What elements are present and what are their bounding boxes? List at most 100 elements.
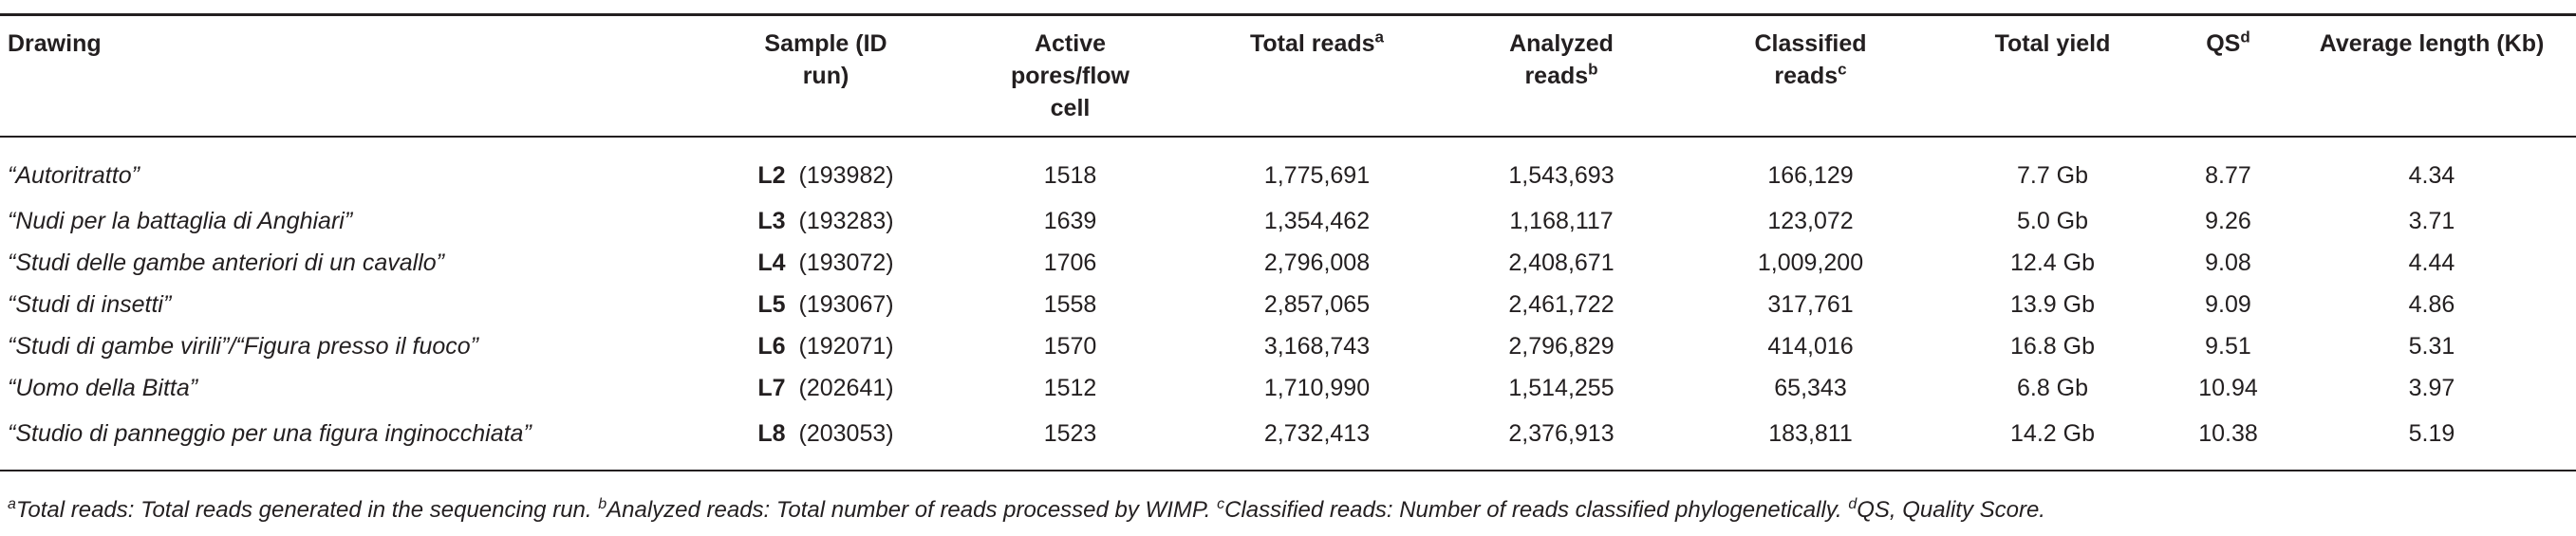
cell-analyzed-reads: 2,376,913 [1438,409,1685,471]
run-id: (193067) [798,291,894,318]
column-header-label: Drawing [8,30,102,57]
run-id: (193982) [798,162,894,189]
footnote-marker: a [8,496,16,512]
sample-id: L5 [757,291,786,318]
table-header: Drawing Sample (ID run) Active pores/flow … [0,14,2576,138]
cell-sample: L7 (202641) [707,367,944,409]
cell-average-length: 3.97 [2408,375,2455,401]
cell-average-length: 5.19 [2287,409,2576,471]
cell-total-yield: 16.8 Gb [2010,333,2095,360]
cell-total-reads: 2,732,413 [1196,409,1438,471]
column-header-sample: Sample (ID run) [707,14,944,138]
sample-id: L8 [757,420,786,447]
cell-qs: 8.77 [2205,162,2251,189]
cell-sample: L6 (192071) [707,325,944,367]
cell-classified-reads: 414,016 [1767,333,1854,360]
column-header-label: Total reads [1250,30,1375,57]
cell-classified-reads: 1,009,200 [1757,250,1864,276]
cell-drawing: “Studio di panneggio per una figura ingi… [0,409,707,471]
cell-total-yield: 6.8 Gb [2016,375,2089,401]
footnote-marker: b [1588,60,1598,79]
column-header-label: Total yield [1994,30,2111,57]
cell-drawing: “Uomo della Bitta” [8,375,198,401]
cell-active-pores: 1706 [1043,250,1097,276]
cell-classified-reads: 166,129 [1767,162,1854,189]
column-header-label: Analyzed reads [1509,30,1614,89]
footnote-text: Classified reads: Number of reads classi… [1224,497,1849,523]
column-header-analyzed-reads: Analyzed readsb [1438,14,1685,138]
cell-total-yield: 13.9 Gb [2010,291,2095,318]
column-header-total-yield: Total yield [1936,14,2169,138]
footnote-marker: d [1848,496,1857,512]
cell-sample: L8 (203053) [707,409,944,471]
cell-drawing: “Studi di gambe virili”/“Figura presso i… [8,333,479,360]
spacer [786,291,799,318]
cell-average-length: 4.86 [2408,291,2455,318]
cell-total-reads: 2,796,008 [1263,250,1371,276]
cell-total-yield: 12.4 Gb [2010,250,2095,276]
cell-drawing: “Nudi per la battaglia di Anghiari” [8,208,353,234]
table-row: “Autoritratto” L2 (193982) 1518 1,775,691 1,… [0,137,2576,200]
spacer [786,162,799,189]
footnote-marker: d [2240,28,2250,46]
cell-active-pores: 1558 [1043,291,1097,318]
column-header-classified-reads: Classified readsc [1685,14,1936,138]
cell-qs: 9.08 [2205,250,2251,276]
cell-average-length: 3.71 [2408,208,2455,234]
cell-active-pores: 1512 [1043,375,1097,401]
cell-sample: L4 (193072) [707,242,944,284]
footnote-text: QS, Quality Score. [1857,497,2045,523]
footnote-marker: b [598,496,607,512]
cell-active-pores: 1523 [944,409,1196,471]
cell-sample: L5 (193067) [707,284,944,325]
run-id: (203053) [798,420,894,447]
spacer [786,420,799,447]
cell-total-yield: 14.2 Gb [1936,409,2169,471]
column-header-label: Average length (Kb) [2319,30,2545,57]
cell-average-length: 4.34 [2408,162,2455,189]
column-header-total-reads: Total readsa [1196,14,1438,138]
cell-qs: 9.09 [2205,291,2251,318]
table-row: “Studi delle gambe anteriori di un caval… [0,242,2576,284]
footnote-marker: c [1838,60,1847,79]
cell-qs: 9.51 [2205,333,2251,360]
cell-qs: 9.26 [2205,208,2251,234]
column-header-active-pores: Active pores/flow cell [944,14,1196,138]
table-footnote: aTotal reads: Total reads generated in t… [8,496,2570,525]
column-header-qs: QSd [2169,14,2287,138]
table-row: “Nudi per la battaglia di Anghiari” L3 (1… [0,200,2576,242]
sample-id: L7 [757,375,786,401]
cell-sample: L3 (193283) [707,200,944,242]
footnote-text: Total reads: Total reads generated in th… [15,497,599,523]
cell-analyzed-reads: 1,543,693 [1508,162,1615,189]
sample-id: L2 [757,162,786,189]
column-header-label: QS [2206,30,2241,57]
cell-analyzed-reads: 2,408,671 [1508,250,1615,276]
cell-drawing: “Studi delle gambe anteriori di un caval… [8,250,444,276]
footnote-marker: a [1374,28,1384,46]
cell-classified-reads: 317,761 [1767,291,1854,318]
spacer [786,208,799,234]
cell-total-reads: 1,354,462 [1263,208,1371,234]
header-row: Drawing Sample (ID run) Active pores/flow … [0,14,2576,138]
table-row: “Studio di panneggio per una figura ingi… [0,409,2576,471]
footnote-marker: c [1217,496,1225,512]
spacer [786,333,799,360]
cell-sample: L2 (193982) [707,137,944,200]
cell-qs: 10.94 [2198,375,2258,401]
run-id: (193283) [798,208,894,234]
cell-total-reads: 3,168,743 [1263,333,1371,360]
cell-drawing: “Autoritratto” [8,162,140,189]
table-body: “Autoritratto” L2 (193982) 1518 1,775,691 1,… [0,137,2576,471]
cell-analyzed-reads: 2,796,829 [1508,333,1615,360]
cell-active-pores: 1570 [1043,333,1097,360]
column-header-average-length: Average length (Kb) [2287,14,2576,138]
sequencing-results-table: Drawing Sample (ID run) Active pores/flow … [0,13,2576,471]
spacer [786,250,799,276]
cell-total-yield: 7.7 Gb [2016,162,2089,189]
cell-analyzed-reads: 1,514,255 [1508,375,1615,401]
table-row: “Studi di gambe virili”/“Figura presso i… [0,325,2576,367]
run-id: (202641) [798,375,894,401]
column-header-label: Classified reads [1754,30,1867,89]
footnote-text: Analyzed reads: Total number of reads pr… [607,497,1218,523]
